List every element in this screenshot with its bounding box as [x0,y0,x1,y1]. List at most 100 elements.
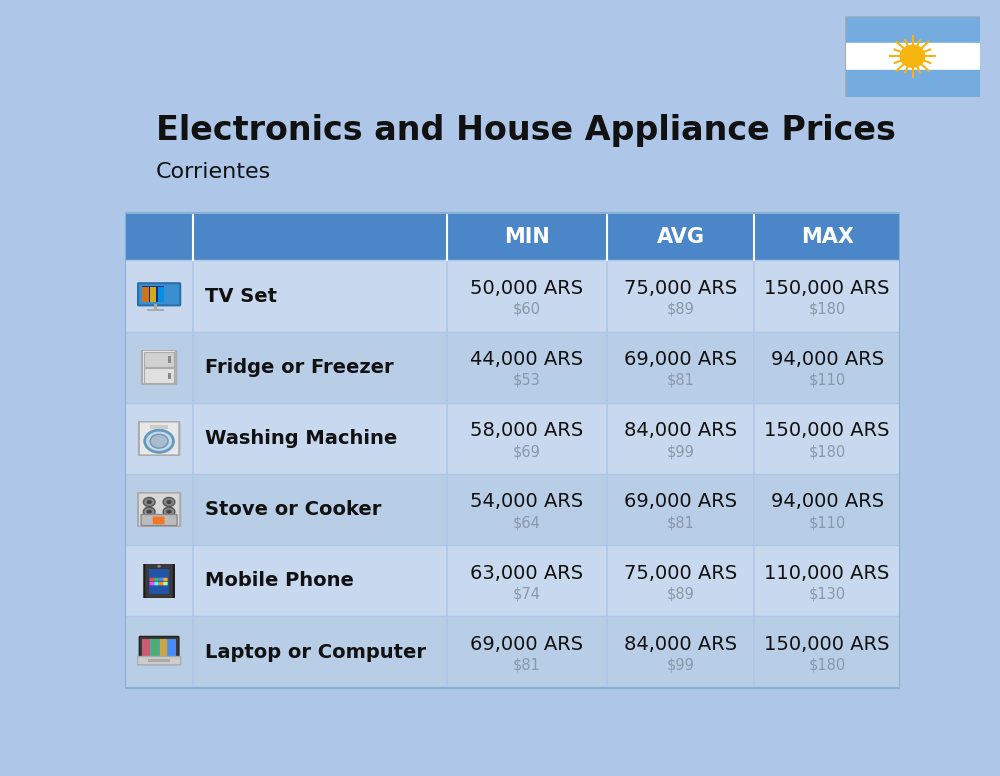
Circle shape [147,500,152,504]
Text: $81: $81 [667,515,695,530]
Text: TV Set: TV Set [205,286,277,306]
Text: Mobile Phone: Mobile Phone [205,571,354,591]
Bar [147,309,164,310]
Text: $110: $110 [809,373,846,388]
FancyBboxPatch shape [142,350,176,385]
Bar [151,639,159,656]
Text: AVG: AVG [657,227,705,247]
Text: $69: $69 [513,444,541,459]
Bar [160,639,167,656]
Text: Stove or Cooker: Stove or Cooker [205,501,381,519]
Bar [845,70,980,97]
FancyBboxPatch shape [159,577,163,581]
Text: $89: $89 [667,302,695,317]
Text: $180: $180 [809,302,846,317]
Circle shape [163,497,175,507]
Text: 75,000 ARS: 75,000 ARS [624,279,737,298]
FancyBboxPatch shape [138,656,181,665]
Bar [142,639,150,656]
Text: $110: $110 [809,515,846,530]
Circle shape [157,565,161,568]
Circle shape [166,510,172,514]
Circle shape [143,508,155,516]
Text: 75,000 ARS: 75,000 ARS [624,563,737,583]
Text: $81: $81 [513,658,541,673]
Text: 69,000 ARS: 69,000 ARS [470,635,583,654]
FancyBboxPatch shape [153,517,164,525]
Bar [168,639,176,656]
FancyBboxPatch shape [193,213,447,261]
Circle shape [900,45,925,68]
Text: Fridge or Freezer: Fridge or Freezer [205,358,393,376]
FancyBboxPatch shape [125,616,900,688]
Text: Washing Machine: Washing Machine [205,429,397,448]
Text: MIN: MIN [504,227,550,247]
Text: $99: $99 [667,444,695,459]
Circle shape [163,508,175,516]
Bar [148,660,170,662]
Text: 150,000 ARS: 150,000 ARS [764,635,890,654]
FancyBboxPatch shape [125,403,900,474]
FancyBboxPatch shape [139,421,179,456]
FancyBboxPatch shape [163,577,168,581]
Text: 50,000 ARS: 50,000 ARS [470,279,583,298]
Bar [142,639,176,656]
Text: 84,000 ARS: 84,000 ARS [624,635,737,654]
FancyBboxPatch shape [138,493,180,527]
Text: $180: $180 [809,444,846,459]
FancyBboxPatch shape [125,546,900,616]
Text: 63,000 ARS: 63,000 ARS [470,563,583,583]
FancyBboxPatch shape [139,636,179,658]
Text: $89: $89 [667,587,695,601]
Text: $180: $180 [809,658,846,673]
Bar [150,287,156,302]
FancyBboxPatch shape [150,582,154,585]
Bar [845,43,980,70]
Text: $53: $53 [513,373,541,388]
FancyBboxPatch shape [447,213,607,261]
Text: $81: $81 [667,373,695,388]
Text: $64: $64 [513,515,541,530]
FancyBboxPatch shape [163,582,168,585]
Bar [149,569,169,594]
FancyBboxPatch shape [754,213,900,261]
Bar [144,369,174,383]
FancyBboxPatch shape [141,514,177,525]
Bar [168,373,171,379]
FancyBboxPatch shape [125,474,900,546]
Text: $74: $74 [513,587,541,601]
Bar [142,286,164,303]
Bar [150,424,168,428]
Bar [154,303,157,310]
Circle shape [166,500,172,504]
Circle shape [145,430,173,452]
Bar [168,355,171,362]
Text: 84,000 ARS: 84,000 ARS [624,421,737,440]
Text: 150,000 ARS: 150,000 ARS [764,421,890,440]
Bar [158,287,164,302]
Text: $130: $130 [809,587,846,601]
Circle shape [150,435,168,449]
Text: 94,000 ARS: 94,000 ARS [771,493,884,511]
FancyBboxPatch shape [138,283,180,306]
FancyBboxPatch shape [125,331,900,403]
FancyBboxPatch shape [154,582,159,585]
Text: 94,000 ARS: 94,000 ARS [771,350,884,369]
Text: 69,000 ARS: 69,000 ARS [624,350,737,369]
FancyBboxPatch shape [607,213,754,261]
Text: 110,000 ARS: 110,000 ARS [764,563,890,583]
Circle shape [143,497,155,507]
Bar [144,352,174,367]
Text: 150,000 ARS: 150,000 ARS [764,279,890,298]
Text: Laptop or Computer: Laptop or Computer [205,643,426,662]
Circle shape [147,510,152,514]
Bar [142,287,149,302]
FancyBboxPatch shape [159,582,163,585]
FancyBboxPatch shape [154,577,159,581]
Text: 54,000 ARS: 54,000 ARS [470,493,583,511]
FancyBboxPatch shape [150,577,154,581]
FancyBboxPatch shape [144,563,174,599]
Text: Corrientes: Corrientes [156,162,271,182]
Text: 69,000 ARS: 69,000 ARS [624,493,737,511]
Text: Electronics and House Appliance Prices: Electronics and House Appliance Prices [156,114,896,147]
